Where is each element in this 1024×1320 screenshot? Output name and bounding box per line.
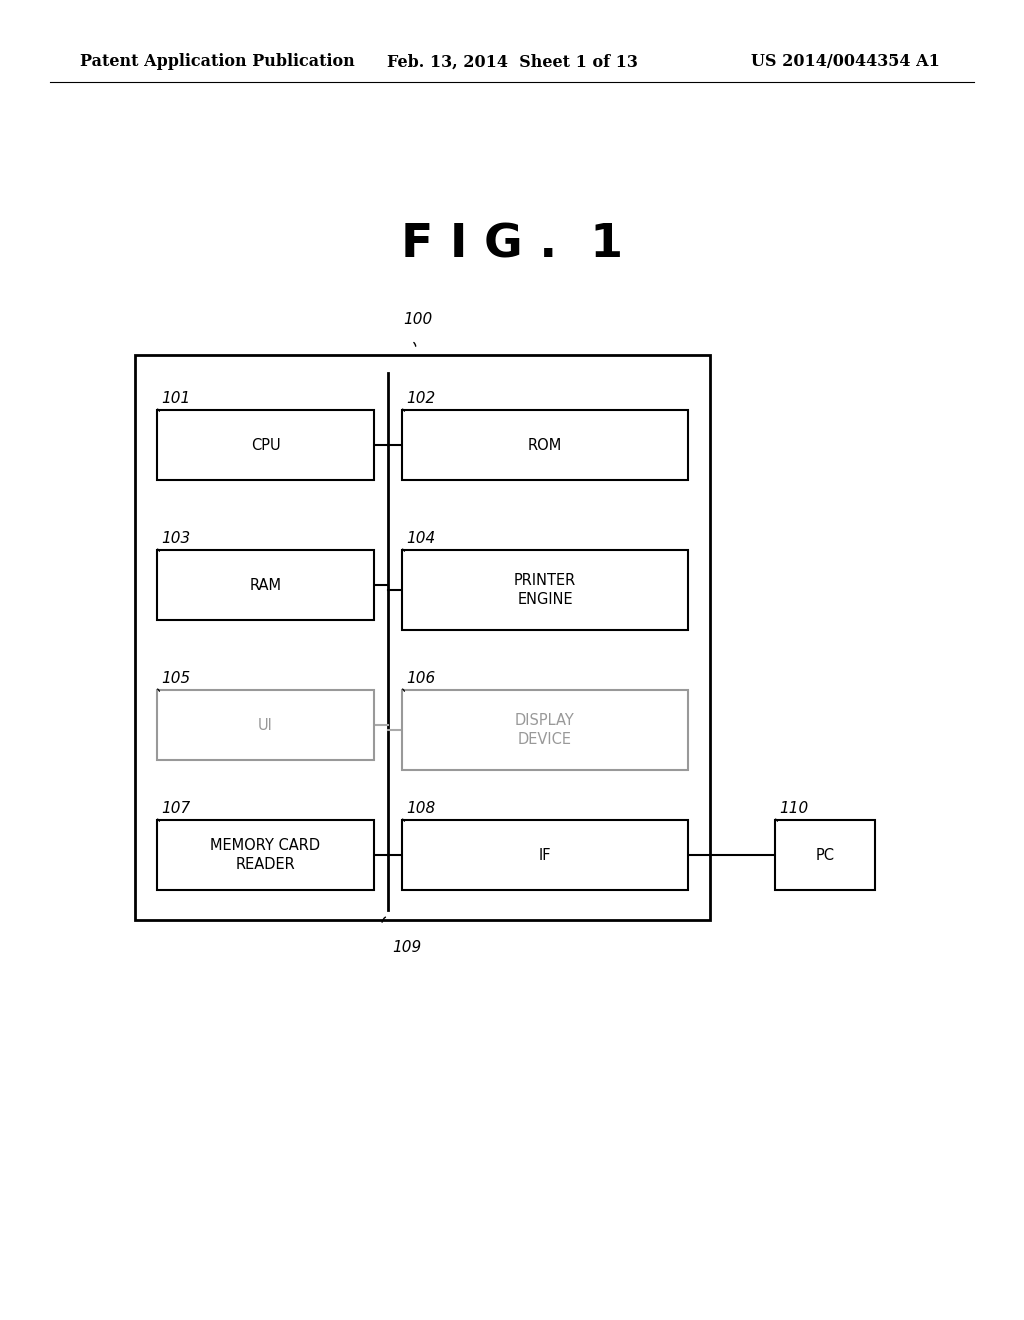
Text: UI: UI (258, 718, 273, 733)
Text: 102: 102 (406, 391, 435, 407)
Bar (157, 550, 374, 620)
Text: 109: 109 (392, 940, 421, 954)
Text: CPU: CPU (251, 437, 281, 453)
Text: F I G .  1: F I G . 1 (401, 223, 623, 268)
Text: 105: 105 (161, 671, 190, 686)
Text: RAM: RAM (250, 578, 282, 593)
Bar (157, 820, 374, 890)
Text: MEMORY CARD
READER: MEMORY CARD READER (211, 838, 321, 871)
Text: PC: PC (815, 847, 835, 862)
Bar (135, 355, 710, 920)
Text: 104: 104 (406, 531, 435, 546)
Bar (402, 550, 688, 630)
Text: 100: 100 (402, 312, 432, 327)
Text: 107: 107 (161, 801, 190, 816)
Text: ROM: ROM (528, 437, 562, 453)
Bar (402, 411, 688, 480)
Text: US 2014/0044354 A1: US 2014/0044354 A1 (752, 54, 940, 70)
Bar (402, 820, 688, 890)
Bar (402, 690, 688, 770)
Text: IF: IF (539, 847, 551, 862)
Text: 108: 108 (406, 801, 435, 816)
Text: 103: 103 (161, 531, 190, 546)
Bar (775, 820, 874, 890)
Text: Feb. 13, 2014  Sheet 1 of 13: Feb. 13, 2014 Sheet 1 of 13 (387, 54, 637, 70)
Text: 106: 106 (406, 671, 435, 686)
Text: 110: 110 (779, 801, 808, 816)
Text: 101: 101 (161, 391, 190, 407)
Text: PRINTER
ENGINE: PRINTER ENGINE (514, 573, 577, 607)
Bar (157, 690, 374, 760)
Bar (157, 411, 374, 480)
Text: DISPLAY
DEVICE: DISPLAY DEVICE (515, 713, 574, 747)
Text: Patent Application Publication: Patent Application Publication (80, 54, 354, 70)
